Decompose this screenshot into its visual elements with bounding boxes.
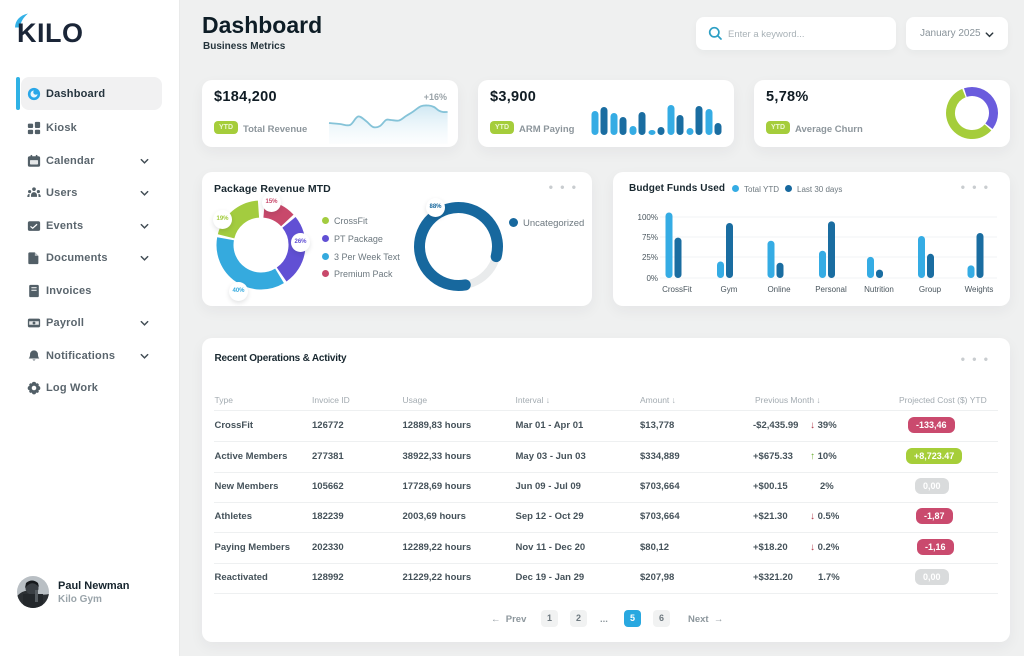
svg-text:25%: 25% xyxy=(642,253,658,262)
svg-text:Group: Group xyxy=(919,285,942,294)
svg-text:Gym: Gym xyxy=(721,285,738,294)
svg-text:Personal: Personal xyxy=(815,285,847,294)
svg-text:0%: 0% xyxy=(646,274,658,283)
svg-text:Online: Online xyxy=(767,285,791,294)
svg-text:Nutrition: Nutrition xyxy=(864,285,894,294)
svg-text:100%: 100% xyxy=(638,213,658,222)
svg-text:Weights: Weights xyxy=(965,285,994,294)
svg-text:75%: 75% xyxy=(642,233,658,242)
svg-text:CrossFit: CrossFit xyxy=(662,285,693,294)
